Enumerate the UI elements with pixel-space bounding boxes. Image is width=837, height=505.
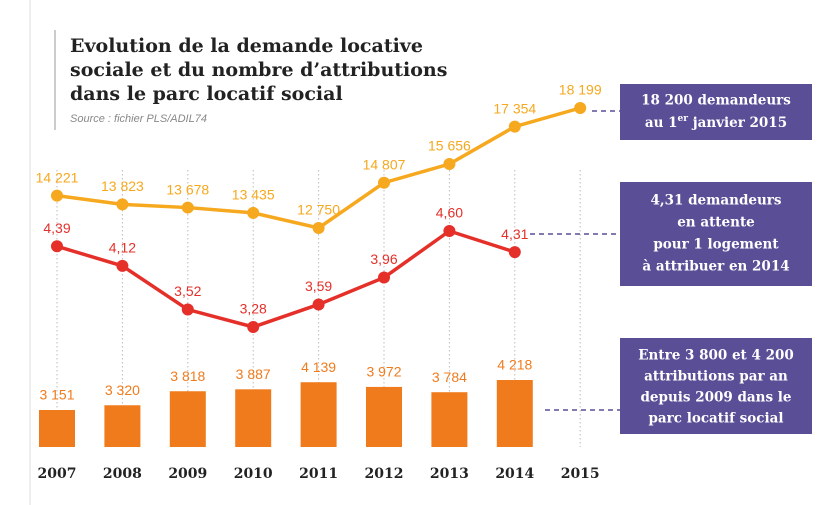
bar	[496, 380, 533, 447]
value-label: 17 354	[493, 100, 536, 116]
value-label: 13 435	[232, 187, 275, 203]
value-label: 13 823	[101, 178, 144, 194]
bar	[366, 386, 402, 447]
x-tick-label: 2009	[168, 466, 207, 482]
bar	[431, 392, 468, 447]
annotation-text: au 1	[645, 115, 678, 131]
x-tick-label: 2013	[430, 466, 469, 482]
annotation-box	[620, 182, 812, 286]
value-label: 4,39	[43, 220, 70, 236]
value-label: 3,52	[174, 283, 201, 299]
chart-title: sociale et du nombre d’attributions	[70, 59, 447, 81]
point	[378, 271, 390, 284]
point	[181, 303, 194, 316]
source: Source : fichier PLS/ADIL74	[70, 113, 207, 125]
point	[443, 225, 456, 237]
series-line	[56, 229, 516, 329]
value-label: 15 656	[428, 138, 471, 154]
value-label: 3 972	[366, 364, 401, 380]
annotation-text: 4,31 demandeurs	[650, 193, 781, 209]
point	[247, 206, 260, 219]
value-label: 3,96	[370, 251, 397, 267]
x-tick-label: 2011	[299, 466, 338, 482]
annotation-sup: er	[678, 114, 689, 124]
value-label: 4,31	[501, 226, 528, 242]
x-tick-label: 2015	[561, 466, 600, 482]
annotations: 18 200 demandeurs au 1er janvier 2015 4,…	[620, 84, 812, 434]
value-label: 3 320	[105, 382, 140, 398]
bar	[104, 405, 141, 447]
point	[378, 176, 390, 189]
annotation-text: pour 1 logement	[653, 237, 779, 253]
annotation-text: depuis 2009 dans le	[640, 390, 791, 406]
value-label: 3,28	[240, 301, 267, 317]
annotation-text: 18 200 demandeurs	[641, 93, 791, 109]
point	[312, 298, 325, 311]
x-tick-label: 2007	[38, 466, 77, 482]
point	[508, 120, 521, 133]
value-label: 4,60	[436, 205, 463, 221]
annotation-text: au 1er janvier 2015	[645, 114, 787, 131]
chart-title: dans le parc locatif social	[70, 83, 343, 105]
annotation-box	[620, 84, 812, 140]
point	[116, 259, 129, 272]
value-label: 3 818	[170, 368, 205, 384]
chart-title: Evolution de la demande locative	[70, 35, 423, 57]
annotation-text: à attribuer en 2014	[642, 259, 789, 275]
point	[116, 198, 129, 211]
value-label: 4 139	[301, 359, 336, 375]
annotation-text: Entre 3 800 et 4 200	[638, 348, 794, 364]
x-tick-label: 2012	[365, 466, 404, 482]
value-label: 14 221	[36, 169, 79, 185]
value-label: 4,12	[109, 240, 136, 256]
point	[51, 189, 63, 202]
bar	[169, 391, 206, 447]
value-label: 14 807	[363, 156, 406, 172]
value-label: 4 218	[497, 357, 532, 373]
point	[443, 158, 456, 171]
annotation-text: attributions par an	[644, 369, 788, 385]
bar	[39, 410, 75, 447]
bar	[235, 389, 272, 447]
point	[51, 240, 63, 253]
value-label: 3 151	[39, 387, 74, 403]
point	[312, 222, 325, 234]
value-label: 3 784	[432, 369, 467, 385]
x-tick-label: 2008	[103, 466, 142, 482]
x-tick-label: 2010	[234, 466, 273, 482]
point	[508, 246, 521, 259]
value-label: 18 199	[559, 82, 602, 98]
annotation-text: janvier 2015	[688, 115, 787, 131]
point	[574, 102, 587, 114]
annotation-text: parc locatif social	[648, 411, 783, 427]
value-label: 12 750	[297, 202, 340, 218]
value-label: 13 678	[166, 181, 209, 197]
bar	[300, 382, 337, 447]
point	[247, 321, 260, 333]
x-tick-label: 2014	[495, 466, 534, 482]
annotation-box	[620, 338, 812, 434]
value-label: 3 887	[236, 366, 271, 382]
value-label: 3,59	[305, 278, 332, 294]
annotation-text: en attente	[677, 215, 755, 231]
point	[181, 201, 194, 214]
